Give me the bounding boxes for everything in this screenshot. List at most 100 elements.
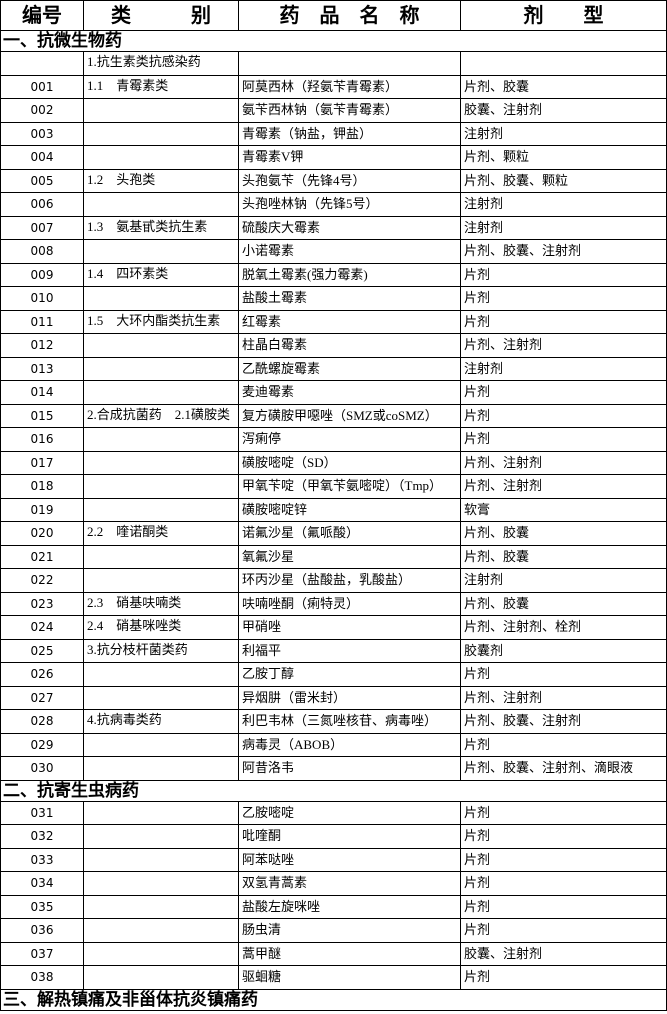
drug-name: 头孢唑林钠（先锋5号）: [238, 192, 461, 217]
drug-row: 024 2.4 硝基咪唑类 甲硝唑 片剂、注射剂、栓剂: [0, 615, 667, 640]
drug-row: 008 小诺霉素 片剂、胶囊、注射剂: [0, 239, 667, 264]
item-number: 018: [0, 474, 84, 499]
dosage-form: 片剂、胶囊: [460, 521, 667, 546]
category: [83, 568, 239, 593]
section-title: 三、解热镇痛及非甾体抗炎镇痛药: [0, 988, 667, 1011]
drug-name: 氨苄西林钠（氨苄青霉素）: [238, 98, 461, 123]
drug-row: 014 麦迪霉素 片剂: [0, 380, 667, 405]
dosage-form: 片剂: [460, 871, 667, 896]
category: 1.抗生素类抗感染药: [83, 51, 239, 76]
drug-row: 037 蒿甲醚 胶囊、注射剂: [0, 941, 667, 966]
drug-row: 005 1.2 头孢类 头孢氨苄（先锋4号） 片剂、胶囊、颗粒: [0, 168, 667, 193]
drug-name: 氧氟沙星: [238, 544, 461, 569]
drug-name: 盐酸土霉素: [238, 286, 461, 311]
drug-row: 032 吡喹酮 片剂: [0, 824, 667, 849]
category: 2.4 硝基咪唑类: [83, 615, 239, 640]
dosage-form: 片剂、胶囊、颗粒: [460, 168, 667, 193]
dosage-form: 片剂: [460, 427, 667, 452]
category: [83, 474, 239, 499]
category: [83, 871, 239, 896]
dosage-form: 片剂、颗粒: [460, 145, 667, 170]
drug-row: 030 阿昔洛韦 片剂、胶囊、注射剂、滴眼液: [0, 756, 667, 781]
dosage-form: 注射剂: [460, 192, 667, 217]
category: 2.3 硝基呋喃类: [83, 591, 239, 616]
category: [83, 544, 239, 569]
dosage-form: 片剂: [460, 380, 667, 405]
drug-name: 乙酰螺旋霉素: [238, 356, 461, 381]
drug-name: 磺胺嘧啶（SD）: [238, 450, 461, 475]
dosage-form: 注射剂: [460, 121, 667, 146]
item-number: 027: [0, 685, 84, 710]
drug-row: 022 环丙沙星（盐酸盐，乳酸盐） 注射剂: [0, 568, 667, 593]
drug-row: 004 青霉素V钾 片剂、颗粒: [0, 145, 667, 170]
item-number: 004: [0, 145, 84, 170]
drug-name: 盐酸左旋咪唑: [238, 894, 461, 919]
drug-row: 025 3.抗分枝杆菌类药 利福平 胶囊剂: [0, 638, 667, 663]
item-number: 010: [0, 286, 84, 311]
drug-name: 吡喹酮: [238, 824, 461, 849]
section-row: 二、抗寄生虫病药: [0, 779, 667, 802]
item-number: 009: [0, 262, 84, 287]
item-number: 032: [0, 824, 84, 849]
category: [83, 894, 239, 919]
category: [83, 941, 239, 966]
drug-row: 016 泻痢停 片剂: [0, 427, 667, 452]
drug-name: 蒿甲醚: [238, 941, 461, 966]
item-number: 005: [0, 168, 84, 193]
category: [83, 847, 239, 872]
category: 2.合成抗菌药 2.1磺胺类: [83, 403, 239, 428]
dosage-form: 片剂: [460, 800, 667, 825]
drug-name: 磺胺嘧啶锌: [238, 497, 461, 522]
drug-name: 阿苯哒唑: [238, 847, 461, 872]
drug-row: 036 肠虫清 片剂: [0, 918, 667, 943]
category: [83, 145, 239, 170]
item-number: 017: [0, 450, 84, 475]
drug-row: 020 2.2 喹诺酮类 诺氟沙星（氟哌酸） 片剂、胶囊: [0, 521, 667, 546]
section-row: 一、抗微生物药: [0, 30, 667, 52]
item-number: 006: [0, 192, 84, 217]
section-title: 一、抗微生物药: [0, 30, 667, 52]
item-number: 015: [0, 403, 84, 428]
category: [83, 121, 239, 146]
drug-name: 头孢氨苄（先锋4号）: [238, 168, 461, 193]
drug-name: 甲氧苄啶（甲氧苄氨嘧啶）（Tmp）: [238, 474, 461, 499]
category: 4.抗病毒类药: [83, 709, 239, 734]
item-number: 021: [0, 544, 84, 569]
dosage-form: 片剂: [460, 918, 667, 943]
item-number: 008: [0, 239, 84, 264]
drug-name: 异烟肼（雷米封）: [238, 685, 461, 710]
header-row: 编号类 别药 品 名 称剂 型: [0, 0, 667, 31]
dosage-form: 片剂、注射剂、栓剂: [460, 615, 667, 640]
item-number: 003: [0, 121, 84, 146]
item-number: 036: [0, 918, 84, 943]
dosage-form: 片剂: [460, 732, 667, 757]
category: [83, 965, 239, 990]
drug-name: 诺氟沙星（氟哌酸）: [238, 521, 461, 546]
item-number: 025: [0, 638, 84, 663]
drug-row: 013 乙酰螺旋霉素 注射剂: [0, 356, 667, 381]
category: [83, 333, 239, 358]
dosage-form: 片剂: [460, 403, 667, 428]
dosage-form: 片剂: [460, 965, 667, 990]
drug-row: 010 盐酸土霉素 片剂: [0, 286, 667, 311]
item-number: 019: [0, 497, 84, 522]
category: [83, 732, 239, 757]
dosage-form: 片剂: [460, 286, 667, 311]
dosage-form: 注射剂: [460, 568, 667, 593]
header-cell: 药 品 名 称: [238, 0, 461, 31]
item-number: 001: [0, 74, 84, 99]
category: 3.抗分枝杆菌类药: [83, 638, 239, 663]
category: [83, 356, 239, 381]
section-row: 三、解热镇痛及非甾体抗炎镇痛药: [0, 988, 667, 1011]
drug-row: 003 青霉素（钠盐，钾盐） 注射剂: [0, 121, 667, 146]
dosage-form: 胶囊、注射剂: [460, 98, 667, 123]
dosage-form: 片剂、注射剂: [460, 450, 667, 475]
drug-name: 呋喃唑酮（痢特灵）: [238, 591, 461, 616]
section-title: 二、抗寄生虫病药: [0, 779, 667, 802]
item-number: 024: [0, 615, 84, 640]
header-cell: 类 别: [83, 0, 239, 31]
category: [83, 756, 239, 781]
item-number: 014: [0, 380, 84, 405]
item-number: [0, 51, 84, 76]
